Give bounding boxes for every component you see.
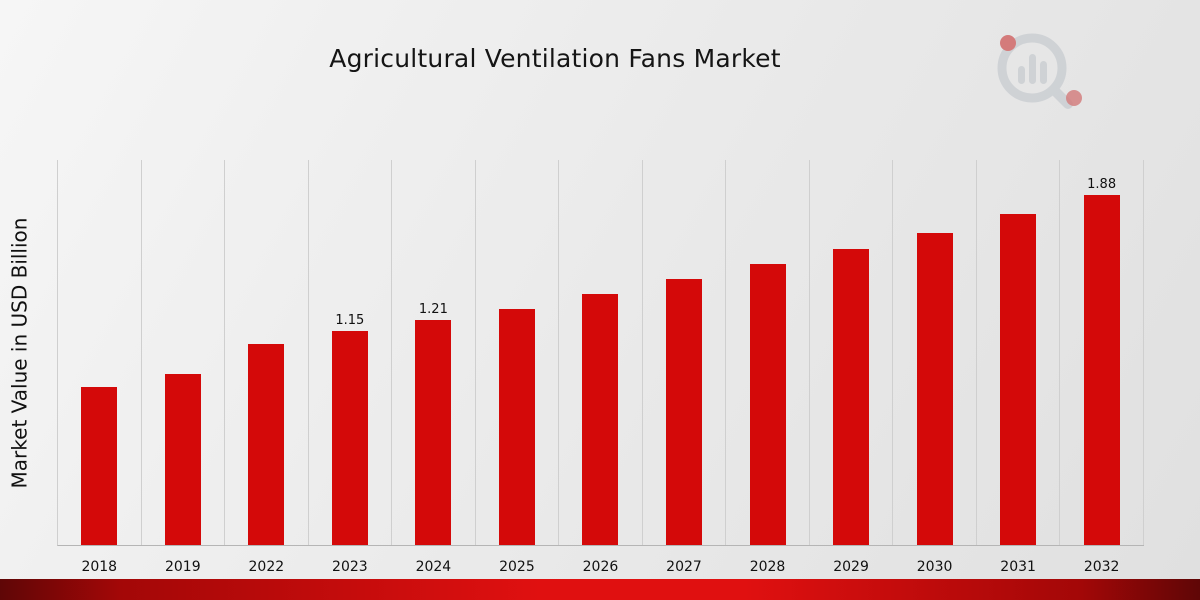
- bar-2018: [81, 386, 118, 545]
- x-tick-2024: 2024: [415, 559, 452, 575]
- bar-2023: [331, 331, 368, 545]
- x-tick-2029: 2029: [833, 559, 869, 575]
- chart-column-2018: 2018: [58, 160, 142, 575]
- x-tick-2028: 2028: [749, 559, 786, 575]
- bar-2019: [164, 373, 201, 545]
- chart-plot: 2018 2019 2022 1.15 2023 1.21 2024 2025 2026 2027…: [57, 160, 1144, 575]
- x-tick-2022: 2022: [248, 559, 285, 575]
- x-tick-2026: 2026: [582, 559, 619, 575]
- bar-2032: [1083, 195, 1120, 545]
- chart-column-2030: 2030: [893, 160, 977, 575]
- bar-2027: [665, 279, 702, 545]
- brand-logo: [988, 28, 1088, 116]
- chart-column-2027: 2027: [643, 160, 727, 575]
- chart-column-2032: 1.88 2032: [1060, 160, 1144, 575]
- y-axis-label-text: Market Value in USD Billion: [7, 217, 31, 488]
- chart-title: Agricultural Ventilation Fans Market: [329, 44, 781, 73]
- footer-red-band: [0, 579, 1200, 600]
- chart-column-2031: 2031: [977, 160, 1061, 575]
- chart-column-2028: 2028: [726, 160, 810, 575]
- chart-column-2023: 1.15 2023: [309, 160, 393, 575]
- x-tick-2032: 2032: [1083, 559, 1120, 575]
- y-axis-label: Market Value in USD Billion: [4, 160, 34, 545]
- bar-2024: [415, 319, 452, 545]
- bar-2026: [582, 293, 619, 545]
- x-tick-2027: 2027: [666, 559, 702, 575]
- x-tick-2031: 2031: [1000, 559, 1036, 575]
- x-tick-2030: 2030: [916, 559, 953, 575]
- bar-2028: [749, 264, 786, 545]
- x-tick-2025: 2025: [499, 559, 535, 575]
- bar-2022: [248, 344, 285, 545]
- bar-2030: [916, 232, 953, 545]
- bar-2029: [833, 249, 870, 545]
- chart-column-2024: 1.21 2024: [392, 160, 476, 575]
- bar-value-label-2032: 1.88: [1087, 177, 1117, 193]
- bar-2025: [498, 308, 535, 545]
- bar-2031: [1000, 213, 1037, 545]
- bar-chart-magnifier-icon: [997, 33, 1082, 109]
- bar-value-label-2024: 1.21: [418, 301, 448, 317]
- x-tick-2018: 2018: [81, 559, 118, 575]
- chart-column-2019: 2019: [142, 160, 226, 575]
- x-tick-2019: 2019: [164, 559, 201, 575]
- x-tick-2023: 2023: [332, 559, 368, 575]
- chart-column-2026: 2026: [559, 160, 643, 575]
- bar-value-label-2023: 1.15: [335, 313, 365, 329]
- chart-column-2022: 2022: [225, 160, 309, 575]
- chart-column-2025: 2025: [476, 160, 560, 575]
- chart-column-2029: 2029: [810, 160, 894, 575]
